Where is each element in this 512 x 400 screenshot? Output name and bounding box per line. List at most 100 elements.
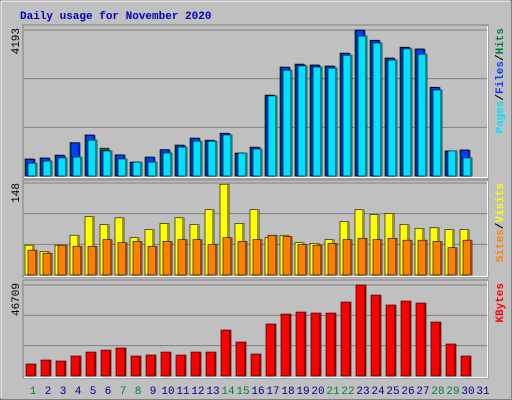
x-tick-label: 26	[401, 386, 414, 398]
bar-shade	[230, 237, 232, 275]
bar-shade	[349, 302, 351, 376]
bar-shade	[155, 246, 157, 275]
x-tick-label: 10	[161, 386, 174, 398]
bar-shade	[139, 356, 141, 376]
bar-shade	[275, 235, 277, 275]
bar-shade	[439, 322, 441, 376]
bar-shade	[290, 70, 292, 176]
bar-shade	[395, 238, 397, 275]
x-tick-label: 6	[105, 386, 112, 398]
bar-shade	[125, 242, 127, 275]
x-tick-label: 30	[461, 386, 474, 398]
bar-shade	[245, 241, 247, 275]
bar-shade	[80, 157, 82, 176]
chart-title: Daily usage for November 2020	[20, 11, 211, 23]
bar-shade	[335, 243, 337, 275]
bar-shade	[109, 350, 111, 376]
bar-shade	[215, 244, 217, 275]
bar-shade	[50, 253, 52, 275]
x-tick-label: 17	[266, 386, 279, 398]
y-tick-label: 4193	[11, 28, 23, 54]
bar-shade	[379, 295, 381, 376]
x-tick-label: 4	[75, 386, 82, 398]
bar-shade	[440, 241, 442, 275]
bar-shade	[425, 240, 427, 275]
bar-shade	[229, 330, 231, 376]
bar-shade	[394, 305, 396, 376]
bar-shade	[455, 150, 457, 176]
legend: KBytes	[495, 283, 507, 323]
bar-shade	[424, 303, 426, 376]
bar-shade	[260, 149, 262, 176]
legend-entry: KBytes	[495, 283, 507, 323]
bar-shade	[94, 352, 96, 376]
bar-shade	[365, 238, 367, 275]
x-tick-label: 18	[281, 386, 294, 398]
bar-shade	[50, 161, 52, 176]
bar-shade	[95, 140, 97, 176]
x-tick-label: 24	[371, 386, 385, 398]
x-tick-label: 27	[416, 386, 429, 398]
bar-shade	[155, 162, 157, 176]
legend: Sites/Visits	[495, 183, 507, 262]
x-tick-label: 28	[431, 386, 444, 398]
bar-shade	[350, 55, 352, 176]
bar-shade	[320, 67, 322, 176]
x-tick-label: 29	[446, 386, 459, 398]
bar-shade	[470, 240, 472, 275]
bar-shade	[65, 157, 67, 176]
legend-separator: /	[495, 222, 507, 229]
bar-shade	[380, 239, 382, 275]
bar-shade	[305, 65, 307, 176]
bar-shade	[259, 354, 261, 376]
bar-shade	[244, 342, 246, 376]
x-tick-label: 1	[30, 386, 37, 398]
y-tick-label: 46709	[11, 283, 23, 316]
bar-shade	[365, 36, 367, 176]
bar-shade	[200, 141, 202, 176]
bar-shade	[154, 355, 156, 376]
x-tick-label: 14	[221, 386, 235, 398]
x-tick-label: 7	[120, 386, 127, 398]
bar-shade	[320, 245, 322, 275]
bar-shade	[170, 241, 172, 275]
x-tick-label: 8	[135, 386, 142, 398]
bar-shade	[34, 364, 36, 376]
x-tick-label: 13	[206, 386, 219, 398]
bar-shade	[79, 356, 81, 376]
bar-shade	[470, 157, 472, 176]
bar-shade	[245, 153, 247, 176]
bar-shade	[440, 89, 442, 176]
bar-shade	[364, 285, 366, 376]
bar-shade	[185, 239, 187, 275]
bar-shade	[200, 239, 202, 275]
bar-shade	[274, 324, 276, 376]
bar-shade	[214, 352, 216, 376]
bar-shade	[380, 42, 382, 176]
bar-shade	[64, 360, 66, 376]
x-tick-label: 23	[356, 386, 369, 398]
x-tick-label: 3	[60, 386, 67, 398]
bar-shade	[305, 244, 307, 275]
bar-shade	[304, 312, 306, 376]
bar-shade	[260, 239, 262, 275]
bar-shade	[425, 54, 427, 176]
bar-shade	[125, 158, 127, 176]
bar-shade	[410, 240, 412, 275]
bar-shade	[110, 239, 112, 275]
bar-shade	[170, 153, 172, 176]
bar-shade	[289, 314, 291, 376]
bar-shade	[335, 68, 337, 176]
legend-separator: /	[495, 94, 507, 101]
x-tick-label: 15	[236, 386, 249, 398]
bar-shade	[334, 313, 336, 376]
x-tick-label: 31	[476, 386, 490, 398]
bar-shade	[110, 150, 112, 176]
bar-shade	[184, 355, 186, 376]
bar-shade	[95, 246, 97, 275]
bar-shade	[410, 48, 412, 176]
legend-entry: Pages	[495, 101, 507, 134]
bar-shade	[49, 360, 51, 376]
y-tick-label: 148	[11, 183, 23, 203]
